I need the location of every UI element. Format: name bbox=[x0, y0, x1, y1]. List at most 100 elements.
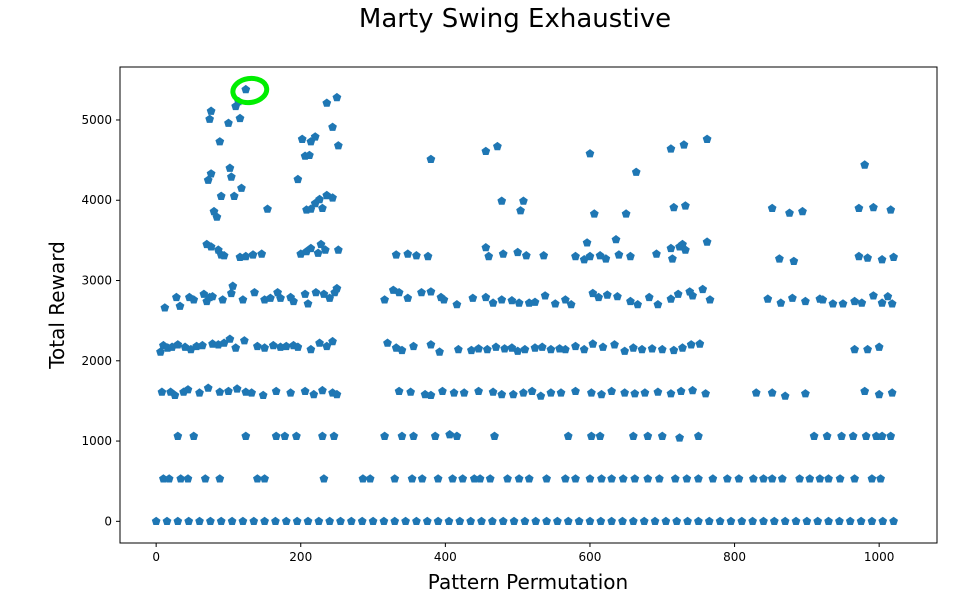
data-point bbox=[488, 516, 497, 525]
data-point bbox=[838, 299, 848, 308]
data-point bbox=[678, 343, 687, 352]
data-point bbox=[715, 516, 725, 525]
data-point bbox=[219, 251, 229, 260]
data-point bbox=[417, 288, 426, 297]
data-point bbox=[231, 343, 241, 352]
data-point bbox=[626, 296, 635, 306]
data-point bbox=[856, 516, 866, 525]
data-point bbox=[318, 385, 327, 395]
data-point bbox=[598, 342, 608, 351]
data-point bbox=[530, 297, 540, 306]
data-point bbox=[225, 334, 235, 343]
data-point bbox=[550, 299, 560, 308]
data-point bbox=[618, 516, 627, 525]
data-point bbox=[587, 431, 596, 440]
data-point bbox=[874, 389, 884, 399]
data-point bbox=[809, 431, 819, 440]
data-point bbox=[238, 295, 248, 304]
data-point bbox=[887, 299, 897, 308]
data-point bbox=[170, 390, 180, 399]
x-tick-label: 600 bbox=[579, 550, 602, 564]
data-point bbox=[629, 431, 638, 440]
data-point bbox=[574, 516, 584, 525]
data-point bbox=[224, 118, 233, 127]
data-point bbox=[520, 344, 530, 354]
data-point bbox=[726, 516, 736, 525]
data-point bbox=[484, 251, 494, 261]
data-point bbox=[467, 345, 476, 355]
data-point bbox=[300, 386, 310, 395]
data-point bbox=[206, 169, 216, 178]
data-point bbox=[666, 144, 676, 153]
data-point bbox=[694, 431, 703, 440]
data-point bbox=[474, 386, 483, 395]
data-point bbox=[322, 98, 332, 107]
data-point bbox=[497, 389, 507, 399]
data-point bbox=[435, 347, 444, 356]
data-point bbox=[835, 516, 844, 525]
data-point bbox=[189, 295, 199, 304]
data-point bbox=[776, 298, 786, 307]
data-point bbox=[184, 516, 194, 525]
data-point bbox=[257, 249, 267, 258]
data-point bbox=[218, 295, 227, 304]
data-point bbox=[542, 474, 551, 483]
data-point bbox=[734, 474, 744, 483]
data-point bbox=[293, 174, 303, 184]
data-point bbox=[258, 390, 268, 399]
data-point bbox=[497, 295, 507, 304]
data-point bbox=[702, 237, 712, 246]
data-point bbox=[469, 474, 479, 483]
data-point bbox=[536, 391, 546, 400]
data-point bbox=[297, 134, 307, 143]
data-point bbox=[546, 344, 556, 354]
data-point bbox=[822, 431, 832, 440]
data-point bbox=[561, 295, 570, 304]
data-point bbox=[585, 516, 595, 525]
data-point bbox=[805, 474, 815, 483]
data-point bbox=[801, 296, 810, 306]
data-point bbox=[845, 516, 855, 525]
data-point bbox=[250, 288, 259, 297]
data-point bbox=[643, 431, 653, 440]
data-point bbox=[477, 516, 486, 525]
plot-marks bbox=[151, 75, 898, 525]
data-point bbox=[854, 203, 864, 212]
data-point bbox=[527, 386, 537, 395]
data-point bbox=[657, 431, 667, 440]
data-point bbox=[183, 474, 193, 483]
data-point bbox=[380, 431, 389, 440]
data-point bbox=[679, 140, 689, 149]
data-point bbox=[407, 474, 417, 483]
data-point bbox=[488, 387, 498, 396]
data-point bbox=[206, 242, 216, 251]
data-point bbox=[216, 516, 226, 525]
data-point bbox=[630, 474, 640, 483]
data-point bbox=[539, 251, 549, 260]
data-point bbox=[311, 288, 321, 297]
data-point bbox=[877, 298, 887, 307]
data-point bbox=[751, 388, 761, 397]
data-point bbox=[669, 202, 679, 212]
data-point bbox=[379, 516, 389, 525]
data-point bbox=[365, 474, 375, 483]
data-point bbox=[795, 474, 804, 483]
data-point bbox=[448, 474, 457, 483]
data-point bbox=[208, 292, 217, 301]
data-point bbox=[206, 106, 216, 115]
data-point bbox=[319, 289, 329, 298]
data-point bbox=[620, 346, 629, 355]
data-point bbox=[500, 344, 509, 353]
data-point bbox=[334, 141, 343, 150]
data-point bbox=[597, 389, 606, 399]
data-point bbox=[513, 346, 522, 355]
data-point bbox=[281, 341, 291, 351]
data-point bbox=[310, 132, 320, 141]
data-point bbox=[652, 249, 661, 258]
data-point bbox=[561, 344, 570, 354]
data-point bbox=[863, 253, 872, 262]
data-point bbox=[777, 474, 787, 483]
data-point bbox=[247, 388, 256, 397]
